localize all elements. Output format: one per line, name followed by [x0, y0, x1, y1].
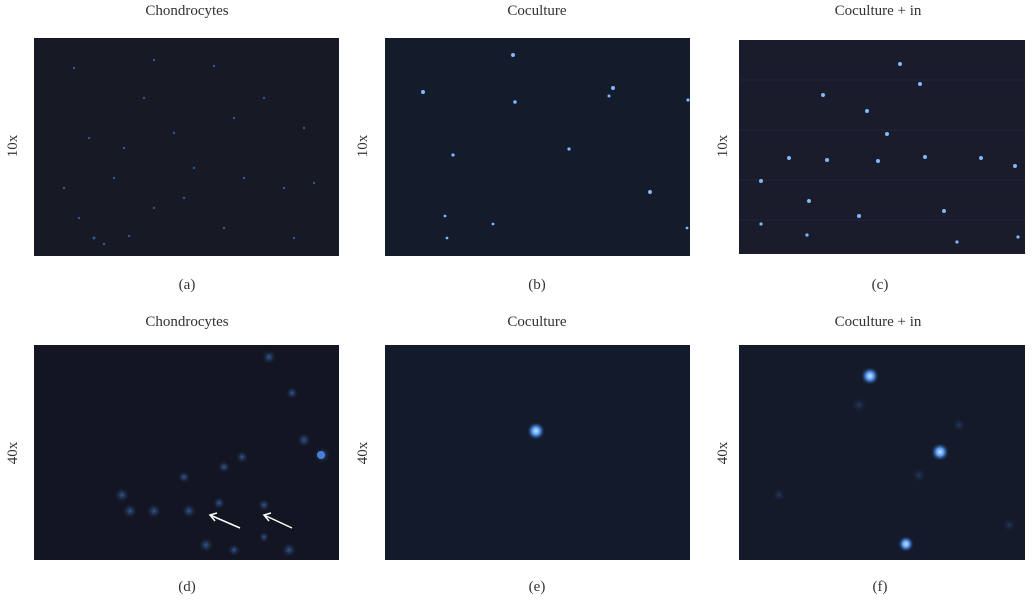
panel-b-micrograph [385, 38, 690, 256]
panel-e-image [527, 422, 545, 440]
panel-f-title: Coculture + in [834, 314, 922, 330]
panel-f-image [772, 367, 1016, 552]
panel-f-magnification: 40x [715, 441, 731, 465]
panel-d-title: Chondrocytes [145, 314, 229, 330]
panel-a-micrograph [34, 38, 339, 256]
panel-b-title: Coculture [507, 3, 567, 19]
panel-a-magnification: 10x [5, 134, 21, 158]
panel-f-micrograph [739, 345, 1025, 560]
panel-f-caption: (f) [872, 579, 888, 595]
arrow-annotations [208, 512, 293, 529]
panel-e-magnification: 40x [355, 441, 371, 465]
panel-b-image [421, 53, 690, 240]
panel-a-title: Chondrocytes [145, 3, 229, 19]
panel-d-micrograph [34, 345, 339, 560]
panel-c-image [739, 62, 1025, 244]
panel-d-magnification: 40x [5, 441, 21, 465]
panel-a-image [62, 58, 316, 246]
panel-e-caption: (e) [528, 579, 546, 595]
panel-e-micrograph [385, 345, 690, 560]
panel-b-caption: (b) [528, 277, 546, 293]
panel-c-caption: (c) [871, 277, 889, 293]
panel-c-magnification: 10x [715, 134, 731, 158]
panel-c-title: Coculture + in [834, 3, 922, 19]
panel-d-caption: (d) [178, 579, 196, 595]
panel-a-caption: (a) [178, 277, 196, 293]
panel-b-magnification: 10x [355, 134, 371, 158]
panel-d-image [115, 350, 330, 557]
panel-c-micrograph [739, 40, 1025, 254]
panel-e-title: Coculture [507, 314, 567, 330]
